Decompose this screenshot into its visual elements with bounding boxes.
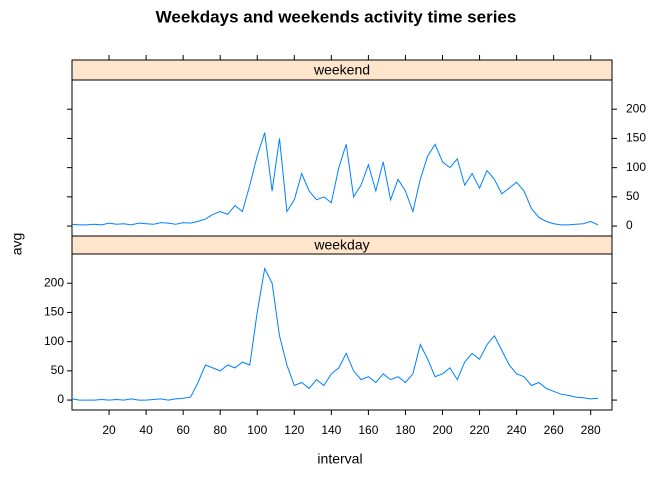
x-axis-label: interval — [317, 451, 362, 467]
y-tick-label: 200 — [44, 275, 64, 289]
x-tick-label: 80 — [214, 423, 228, 437]
x-tick-label: 180 — [395, 423, 415, 437]
x-tick-label: 160 — [358, 423, 378, 437]
y-tick-label: 100 — [626, 160, 646, 174]
y-tick-label: 50 — [626, 189, 640, 203]
x-tick-label: 220 — [470, 423, 490, 437]
series-line — [71, 267, 599, 401]
strip-label: weekday — [313, 237, 369, 253]
x-tick-label: 100 — [247, 423, 267, 437]
y-tick-label: 0 — [57, 392, 64, 406]
x-tick-label: 20 — [102, 423, 116, 437]
chart-title: Weekdays and weekends activity time seri… — [156, 7, 517, 26]
y-tick-label: 150 — [626, 131, 646, 145]
y-tick-label: 100 — [44, 334, 64, 348]
x-tick-label: 280 — [581, 423, 601, 437]
panel — [71, 253, 613, 411]
x-tick-label: 40 — [139, 423, 153, 437]
x-tick-label: 60 — [176, 423, 190, 437]
x-tick-label: 140 — [321, 423, 341, 437]
y-tick-label: 150 — [44, 305, 64, 319]
y-tick-label: 0 — [626, 218, 633, 232]
y-axis-label: avg — [9, 233, 25, 256]
strip-label: weekend — [313, 62, 370, 78]
y-tick-label: 50 — [51, 363, 65, 377]
y-tick-label: 200 — [626, 101, 646, 115]
x-tick-label: 240 — [507, 423, 527, 437]
x-tick-label: 120 — [284, 423, 304, 437]
x-tick-label: 200 — [432, 423, 452, 437]
x-tick-label: 260 — [544, 423, 564, 437]
series-line — [71, 132, 599, 226]
